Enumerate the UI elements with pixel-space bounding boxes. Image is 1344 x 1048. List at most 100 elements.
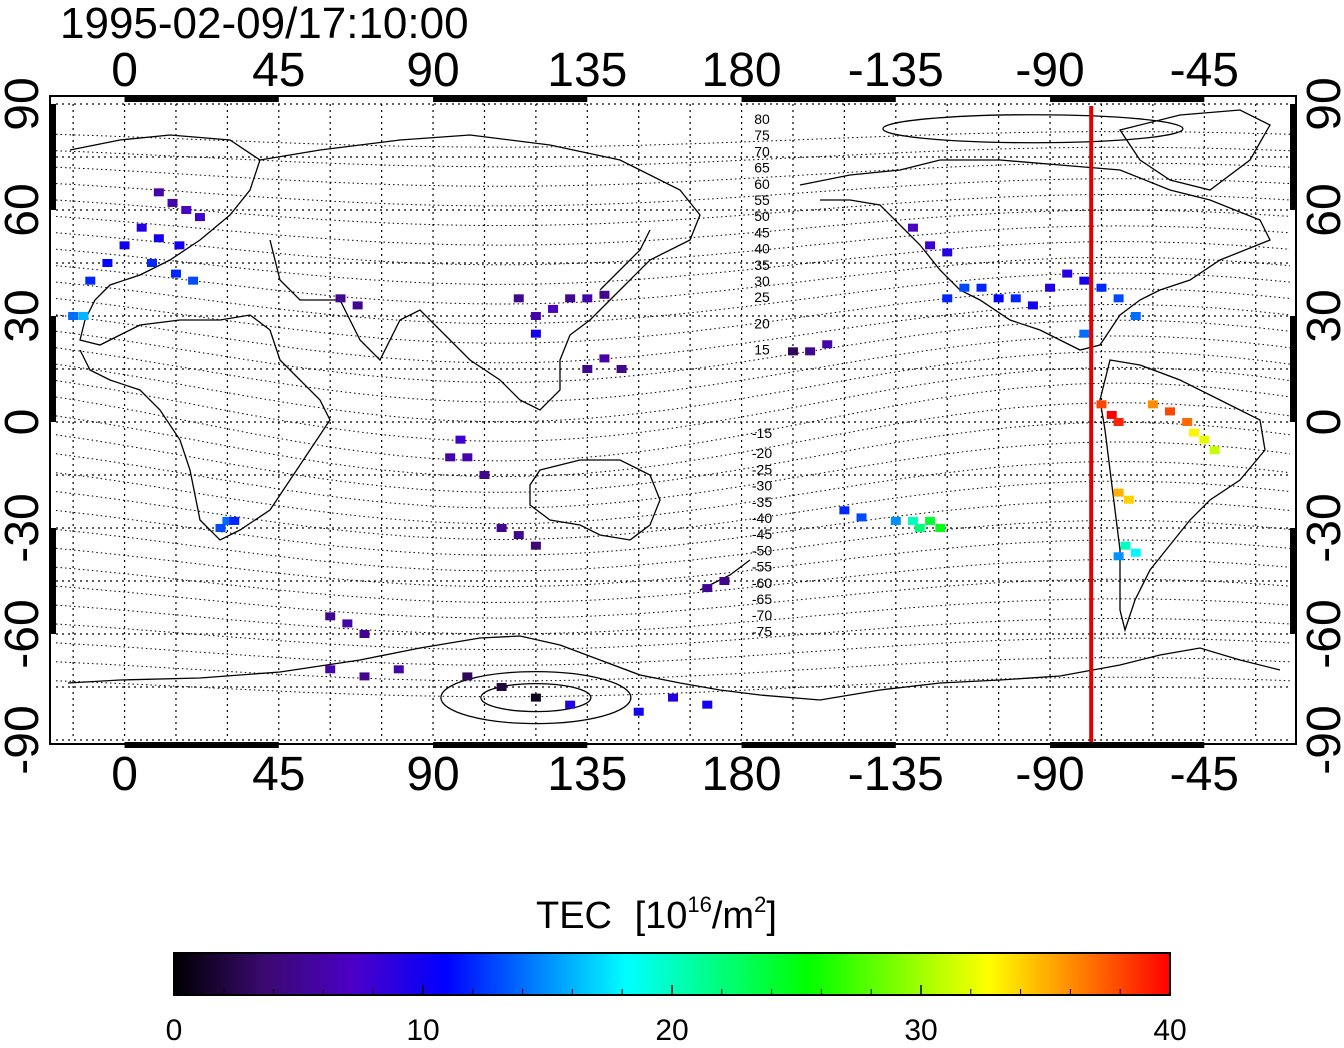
tec-point [215, 524, 226, 532]
magnetic-latitude-contour [55, 480, 1291, 541]
tec-point [85, 276, 96, 285]
south-magnetic-pole-contour [440, 670, 632, 725]
colorbar-tick-label: 10 [406, 1014, 439, 1047]
magnetic-latitude-contour [55, 441, 1291, 509]
magnetic-latitude-contour [55, 618, 1291, 650]
tec-point [805, 347, 816, 356]
south-magnetic-pole-contour [480, 682, 592, 713]
tec-point [1096, 283, 1107, 292]
magnetic-latitude-contour [55, 241, 1291, 285]
top-longitude-labels: 0 45 90 135 180 -135 -90 -45 [111, 44, 1239, 97]
bottom-lon-label: 135 [547, 748, 627, 801]
tec-point [68, 312, 79, 320]
magnetic-latitude-contour [55, 461, 1291, 525]
frame-bar-bottom [433, 742, 588, 748]
left-lat-label: -60 [0, 599, 49, 668]
frame-bar-top [1050, 96, 1205, 102]
colorbar-title: TEC [1016/m2] [536, 892, 777, 937]
frame-bar-top [741, 96, 896, 102]
tec-point [352, 301, 363, 310]
tec-point [153, 234, 164, 243]
tec-point [633, 707, 644, 716]
tec-point [496, 524, 507, 532]
right-latitude-labels: 90 60 30 0 -30 -60 -90 [1298, 77, 1344, 774]
tec-point [1113, 552, 1124, 561]
tec-point [1045, 283, 1056, 292]
north-magnetic-pole-contour [882, 114, 1184, 144]
figure-title: 1995-02-09/17:10:00 [60, 0, 469, 48]
tec-point [136, 223, 147, 232]
tec-point [1130, 548, 1141, 557]
tec-point [359, 672, 370, 681]
tec-point [1165, 407, 1176, 416]
frame-bar-top [433, 96, 588, 102]
maglat-label-north: 75 [754, 127, 770, 143]
tec-point [942, 294, 953, 303]
magnetic-latitude-contour [55, 351, 1291, 423]
frame-bar-top [124, 96, 279, 102]
left-lat-label: 0 [0, 409, 49, 436]
tec-point [1182, 418, 1193, 426]
tec-point [445, 453, 456, 462]
magnetic-latitude-contour [55, 676, 1291, 698]
tec-point [174, 241, 185, 250]
maglat-label-north: 15 [754, 342, 770, 358]
tec-point [359, 630, 370, 638]
tec-point [462, 672, 473, 681]
maglat-label-north: 20 [754, 315, 770, 331]
tec-point [702, 584, 713, 593]
tec-point [455, 435, 466, 444]
magnetic-latitude-contour [55, 209, 1291, 246]
tec-point [1130, 312, 1141, 320]
right-lat-label: -60 [1298, 599, 1344, 668]
maglat-label-south: -60 [752, 575, 772, 591]
tec-point [496, 683, 507, 691]
frame-bar-right [1290, 528, 1296, 634]
maglat-label-north: 45 [754, 224, 770, 240]
maglat-label-north: 40 [754, 241, 770, 257]
lat-lon-grid [56, 103, 1290, 741]
tec-point [1096, 400, 1107, 409]
magnetic-latitude-contour [55, 288, 1291, 344]
tec-point [935, 524, 946, 532]
top-lon-label: -45 [1170, 44, 1239, 97]
tec-data-points [68, 188, 1220, 716]
maglat-label-south: -30 [752, 478, 772, 494]
tec-point [393, 665, 404, 674]
tec-point [582, 365, 593, 373]
tec-point [907, 223, 918, 232]
colorbar-tick-label: 20 [655, 1014, 688, 1047]
left-lat-label: 30 [0, 289, 49, 342]
tec-point [616, 365, 627, 373]
colorbar-tick-label: 40 [1153, 1014, 1186, 1047]
bottom-lon-label: -45 [1170, 748, 1239, 801]
tec-point [668, 693, 678, 702]
tec-point [194, 213, 205, 222]
tec-point [890, 516, 901, 525]
tec-point [335, 294, 346, 303]
tec-point [530, 541, 541, 550]
maglat-label-south: -35 [752, 494, 772, 510]
top-lon-label: 90 [406, 44, 459, 97]
tec-point [530, 329, 541, 338]
tec-point [530, 693, 541, 702]
tec-point [1113, 294, 1124, 303]
tec-point [342, 619, 353, 628]
frame-bar-left [50, 528, 56, 634]
maglat-label-south: -45 [752, 526, 772, 542]
tec-point [530, 312, 541, 320]
bottom-lon-label: -135 [848, 748, 944, 801]
left-lat-label: -90 [0, 705, 49, 774]
colorbar-tick-label: 0 [166, 1014, 183, 1047]
tec-point [925, 241, 936, 250]
magnetic-latitude-contour [55, 578, 1291, 619]
left-lat-label: -30 [0, 493, 49, 562]
tec-point [1079, 329, 1090, 338]
maglat-label-south: -50 [752, 542, 772, 558]
tec-point [229, 516, 240, 525]
maglat-label-north: 25 [754, 289, 770, 305]
tec-point [839, 506, 850, 515]
bottom-lon-label: 180 [702, 748, 782, 801]
tec-point [119, 241, 130, 250]
